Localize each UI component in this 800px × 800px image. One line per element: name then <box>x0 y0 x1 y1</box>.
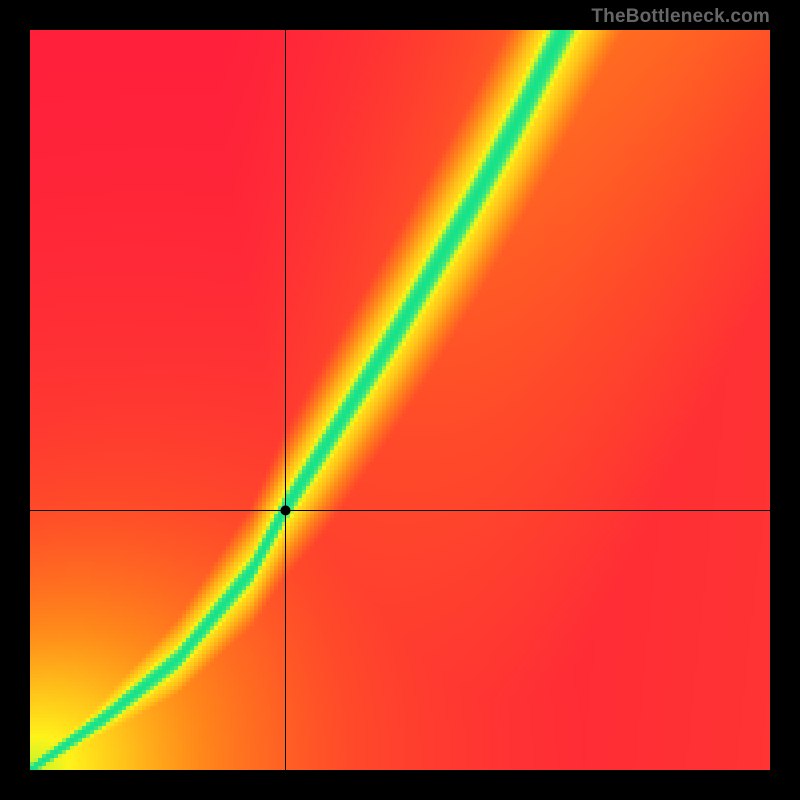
heatmap-canvas <box>30 30 770 770</box>
heatmap-plot <box>30 30 770 770</box>
watermark-text: TheBottleneck.com <box>591 6 770 28</box>
chart-container: TheBottleneck.com <box>0 0 800 800</box>
